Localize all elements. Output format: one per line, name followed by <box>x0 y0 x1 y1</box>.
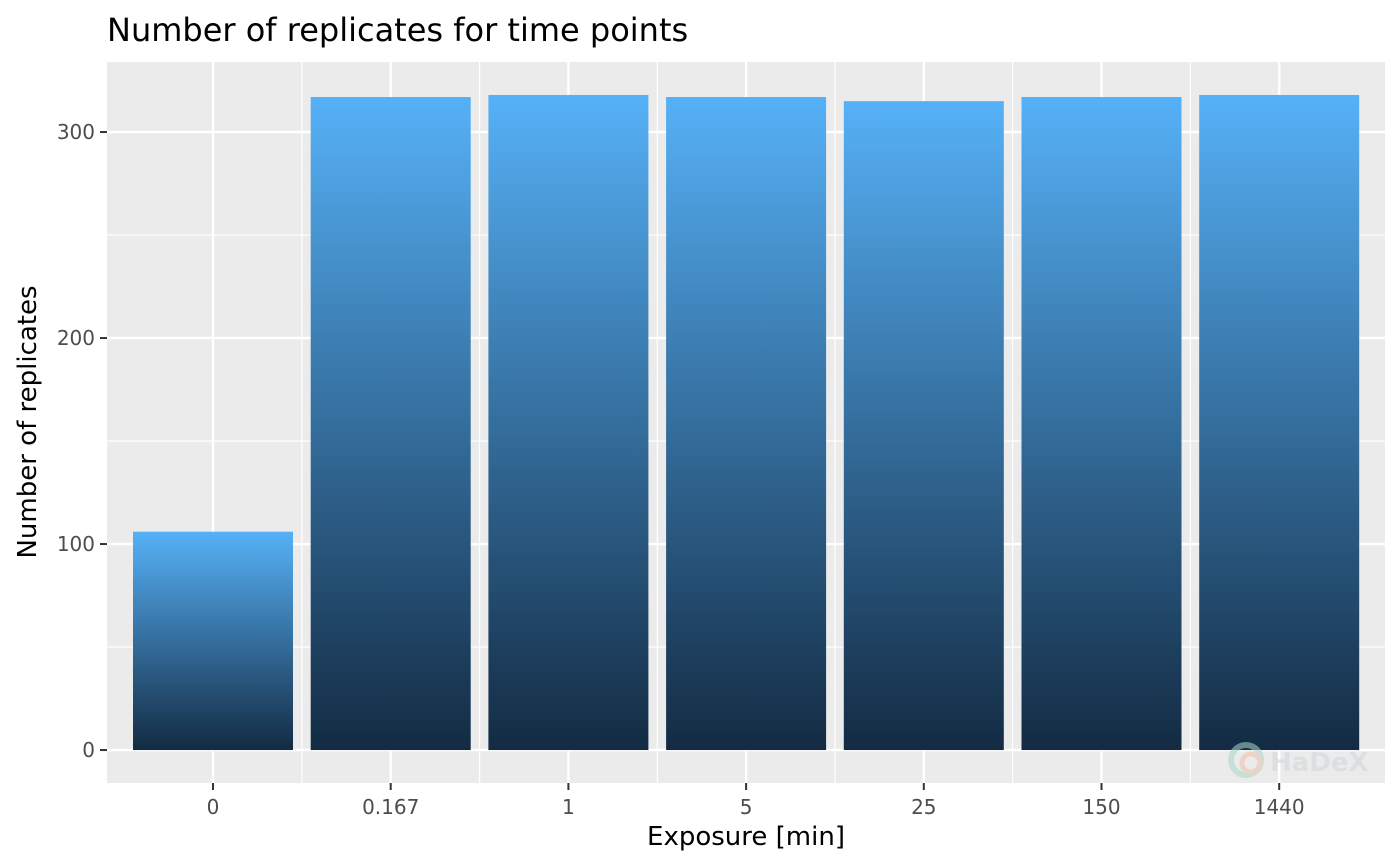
hadex-logo-icon <box>1228 742 1264 778</box>
bar-25 <box>843 101 1004 751</box>
watermark: HaDeX <box>1228 742 1369 778</box>
bar-1440 <box>1199 94 1360 751</box>
bar-1 <box>488 94 649 751</box>
y-axis: 0 100 200 300 <box>57 120 107 762</box>
bars <box>133 94 1360 751</box>
y-tick-label: 300 <box>57 120 95 144</box>
x-axis-title: Exposure [min] <box>647 822 845 852</box>
x-tick-label: 5 <box>740 795 753 819</box>
bar-0.167 <box>310 97 471 751</box>
x-tick-label: 0.167 <box>362 795 419 819</box>
x-tick-label: 150 <box>1082 795 1120 819</box>
x-tick-label: 25 <box>911 795 936 819</box>
y-tick-label: 200 <box>57 326 95 350</box>
x-tick-label: 1 <box>562 795 575 819</box>
bar-5 <box>666 97 827 751</box>
watermark-text: HaDeX <box>1270 748 1369 778</box>
chart-title: Number of replicates for time points <box>107 11 688 49</box>
bar-150 <box>1021 97 1182 751</box>
x-axis: 0 0.167 1 5 25 150 1440 <box>207 783 1305 819</box>
x-tick-label: 0 <box>207 795 220 819</box>
x-tick-label: 1440 <box>1254 795 1305 819</box>
bar-0 <box>133 531 293 751</box>
y-tick-label: 0 <box>82 738 95 762</box>
y-tick-label: 100 <box>57 532 95 556</box>
y-axis-title: Number of replicates <box>13 285 43 558</box>
